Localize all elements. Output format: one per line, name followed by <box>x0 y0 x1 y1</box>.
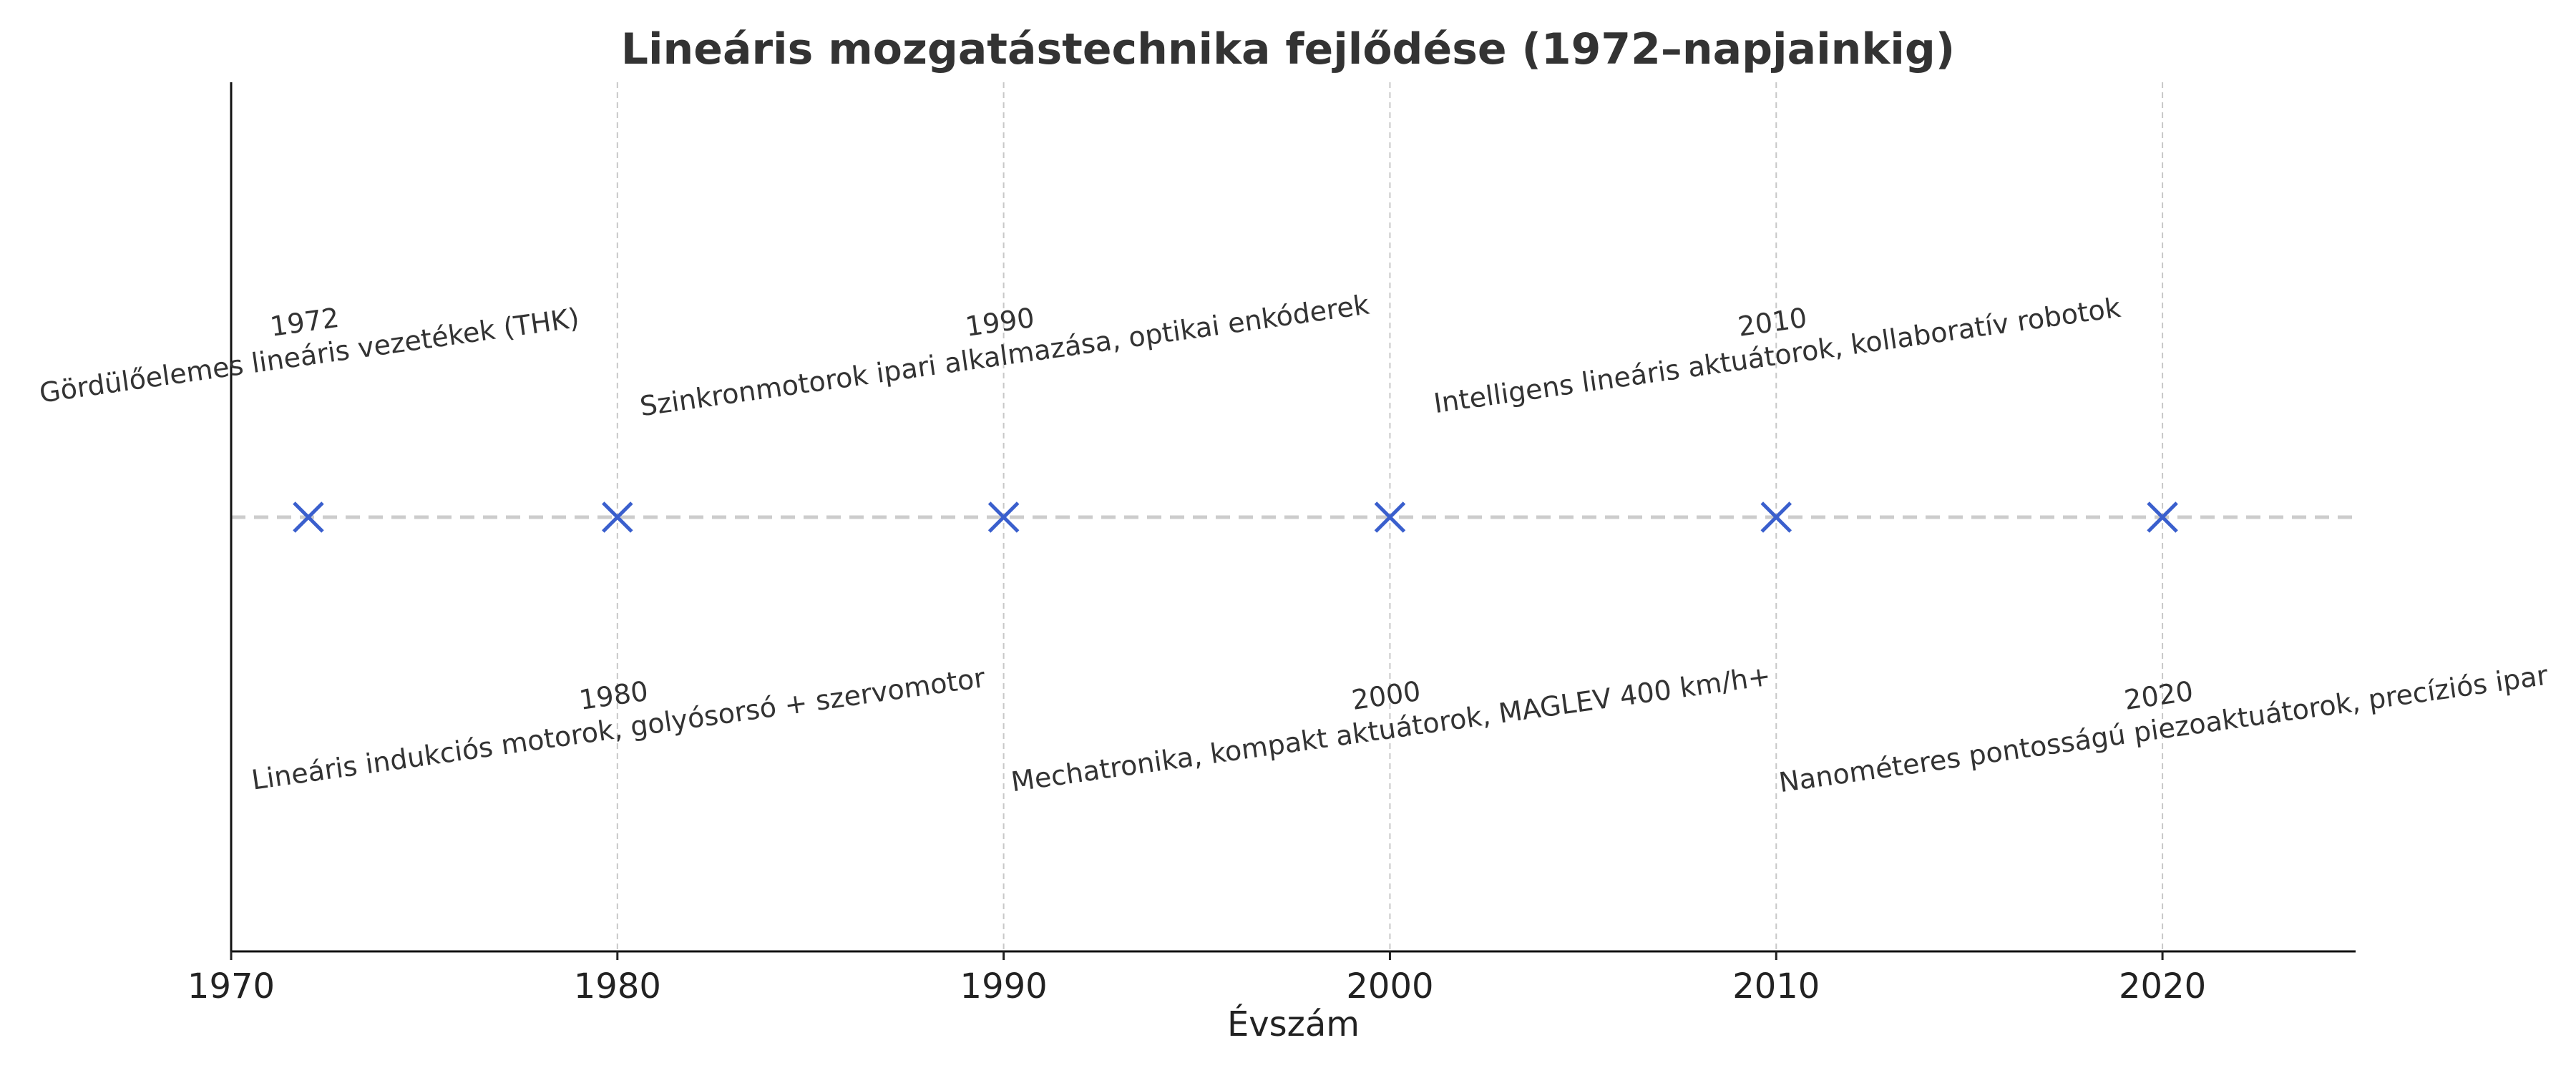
event-marker <box>602 501 633 533</box>
chart-title: Lineáris mozgatástechnika fejlődése (197… <box>620 24 1956 74</box>
x-tick-label: 2010 <box>1732 966 1820 1006</box>
x-tick-label: 2000 <box>1346 966 1433 1006</box>
x-tick-label: 1990 <box>960 966 1048 1006</box>
event-marker <box>1374 501 1406 533</box>
x-tick-label: 1970 <box>187 966 275 1006</box>
axes <box>230 82 2356 953</box>
event-marker <box>987 501 1020 533</box>
event-marker <box>293 501 324 533</box>
x-axis-label: Évszám <box>1227 1004 1360 1044</box>
x-tick-label: 1980 <box>574 966 661 1006</box>
x-axis-ticks: 1970 1980 1990 2000 2010 2020 <box>187 951 2206 1006</box>
event-marker <box>2147 501 2178 533</box>
event-markers <box>293 501 2178 533</box>
event-marker <box>1760 501 1792 533</box>
x-tick-label: 2020 <box>2119 966 2206 1006</box>
